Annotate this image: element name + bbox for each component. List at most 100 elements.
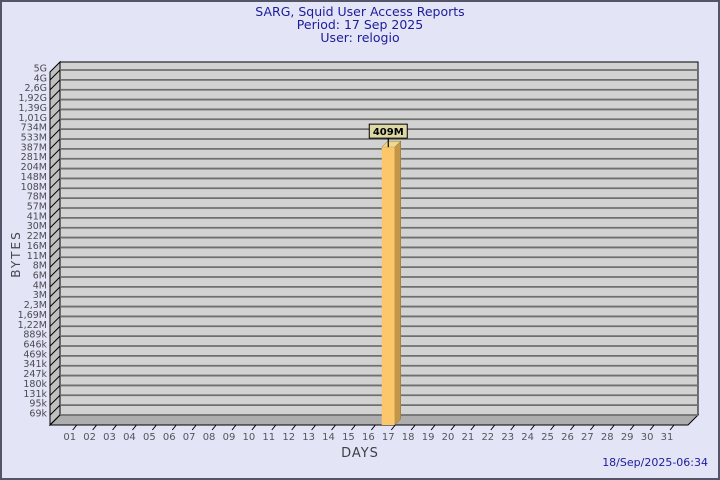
y-tick-label: 57M [27,202,47,213]
y-tick-mark [49,385,61,396]
y-tick-mark [49,197,61,209]
y-tick-label: 1,69M [18,310,47,321]
y-tick-mark [49,79,61,91]
x-tick-label: 04 [123,432,136,443]
y-tick-mark [49,158,61,170]
x-tick-mark [351,424,356,431]
y-tick-label: 16M [27,241,47,252]
y-tick-label: 4M [33,280,47,291]
x-tick-mark [72,424,78,431]
y-tick-label: 11M [27,251,47,262]
x-tick-mark [291,424,297,431]
x-tick-mark [151,424,157,431]
y-tick-mark [49,148,61,160]
y-tick-mark [49,296,61,308]
x-tick-label: 20 [442,432,455,443]
y-tick-mark [49,286,61,298]
y-tick-label: 281M [21,152,47,163]
x-tick-label: 19 [422,432,435,443]
y-tick-label: 78M [27,192,47,203]
x-tick-label: 26 [561,432,574,443]
bar-front-face [381,147,395,425]
x-tick-mark [390,424,396,431]
y-tick-label: 22M [27,231,47,242]
x-tick-mark [132,424,137,431]
x-tick-label: 12 [282,432,295,443]
x-tick-label: 17 [382,432,395,443]
x-tick-mark [649,424,655,431]
x-tick-mark [570,424,575,431]
y-tick-mark [49,306,61,317]
y-tick-label: 1,01G [18,113,47,124]
y-tick-label: 2,3M [24,300,47,311]
x-tick-label: 22 [481,432,494,443]
x-tick-label: 07 [183,432,196,443]
x-tick-mark [450,424,456,431]
x-tick-mark [589,424,595,431]
y-tick-label: 533M [21,133,47,144]
bar-value-label: 409M [373,127,404,138]
x-tick-label: 14 [322,432,335,443]
y-tick-label: 148M [21,172,47,183]
x-tick-mark [530,424,536,431]
y-tick-mark [49,89,61,101]
y-tick-label: 247k [23,369,47,380]
y-tick-mark [49,325,61,337]
x-tick-mark [410,424,416,431]
x-tick-label: 28 [601,432,614,443]
x-tick-label: 25 [541,432,554,443]
floor-3d [48,414,700,426]
y-tick-mark [49,109,61,120]
y-tick-mark [49,247,61,258]
x-tick-mark [92,424,98,431]
y-tick-mark [49,69,61,81]
y-tick-label: 2,6G [25,83,47,94]
x-tick-mark [271,424,277,431]
y-tick-mark [49,128,61,140]
y-tick-label: 6M [33,271,47,282]
y-tick-label: 1,92G [18,93,47,104]
x-tick-label: 18 [402,432,415,443]
x-tick-mark [211,424,217,431]
x-tick-mark [370,424,376,431]
y-tick-mark [49,118,61,130]
y-tick-label: 131k [23,389,47,400]
report-title: SARG, Squid User Access Reports [255,4,465,19]
x-tick-mark [669,424,675,431]
y-tick-mark [49,345,61,357]
bar-value-box [368,123,408,139]
y-tick-label: 41M [27,211,47,222]
bar-day-17 [368,123,408,426]
x-tick-label: 31 [661,432,674,443]
y-tick-mark [49,178,61,189]
y-tick-mark [49,365,61,377]
x-tick-label: 08 [203,432,216,443]
y-tick-mark [49,414,61,426]
y-tick-label: 30M [27,221,47,232]
y-tick-mark [49,394,61,406]
x-tick-label: 03 [103,432,116,443]
y-tick-mark [49,237,61,248]
y-tick-mark [49,266,61,278]
plot-area [59,61,699,416]
x-tick-mark [430,424,436,431]
x-tick-mark [490,424,496,431]
y-tick-mark [49,335,61,347]
x-tick-mark [112,424,117,431]
generated-timestamp: 18/Sep/2025-06:34 [602,456,708,469]
y-tick-label: 95k [29,399,47,410]
x-tick-label: 13 [302,432,315,443]
x-tick-label: 11 [262,432,275,443]
y-tick-mark [49,276,61,288]
x-tick-mark [609,424,615,431]
x-tick-mark [231,424,237,431]
x-tick-label: 06 [163,432,176,443]
x-tick-label: 30 [641,432,654,443]
y-tick-label: 69k [29,409,47,420]
y-tick-mark [49,355,61,367]
x-tick-mark [470,424,476,431]
y-tick-mark [49,99,61,110]
x-tick-label: 16 [362,432,375,443]
x-tick-label: 29 [621,432,634,443]
